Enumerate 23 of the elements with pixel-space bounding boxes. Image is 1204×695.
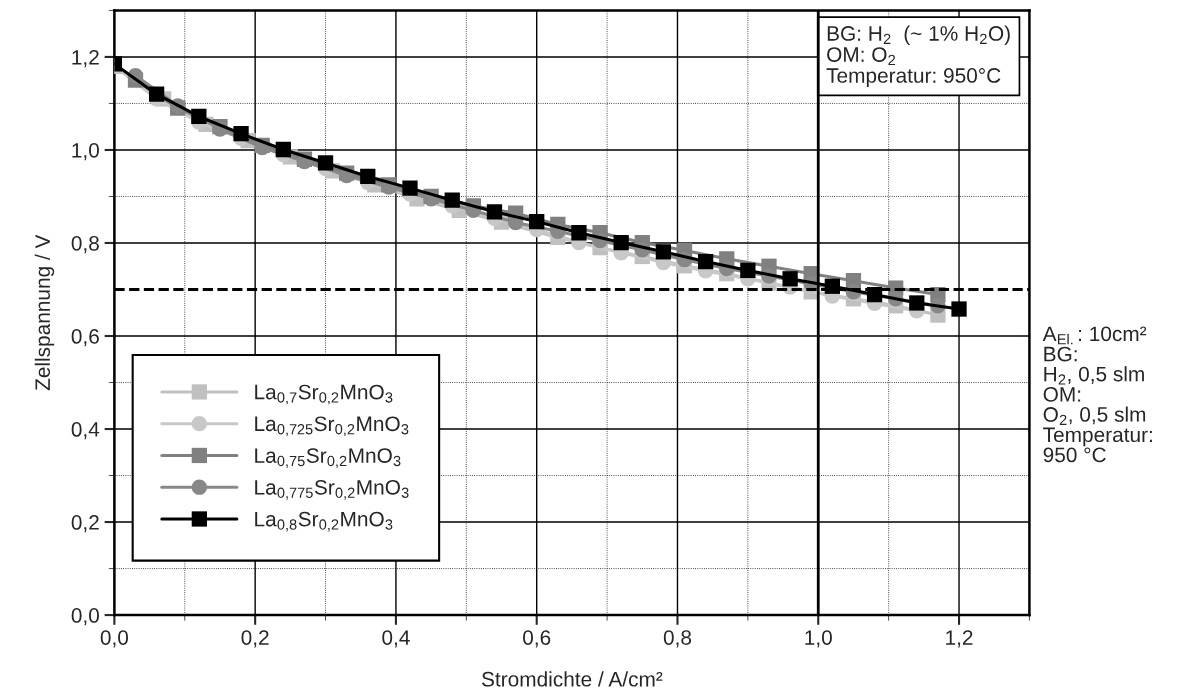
legend-label: La$_{0,7}$Sr$_{0,2}$MnO$_{3}$ bbox=[255, 384, 393, 405]
y-tick-label: 0,4 bbox=[71, 422, 100, 440]
x-tick-label: 0,0 bbox=[100, 630, 129, 648]
y-axis-title: Zellspannung / V bbox=[34, 234, 55, 391]
y-tick-label: 0,8 bbox=[71, 235, 99, 254]
y-tick-label: 1,2 bbox=[72, 49, 99, 68]
x-tick-label: 0,4 bbox=[382, 630, 410, 648]
y-tick-label: 1,0 bbox=[72, 142, 99, 161]
legend-label: La$_{0,8}$Sr$_{0,2}$MnO$_{3}$ bbox=[255, 511, 393, 532]
y-tick-label: 0,0 bbox=[71, 608, 99, 626]
x-tick-label: 1,0 bbox=[805, 630, 832, 648]
x-tick-label: 1,2 bbox=[946, 630, 973, 648]
x-tick-label: 0,8 bbox=[663, 630, 692, 648]
x-axis-title: Stromdichte / A/cm² bbox=[481, 671, 663, 687]
legend-label: La$_{0,775}$Sr$_{0,2}$MnO$_{3}$ bbox=[255, 479, 409, 500]
y-tick-label: 0,6 bbox=[71, 329, 99, 347]
x-tick-label: 0,6 bbox=[523, 630, 551, 648]
x-tick-label: 0,2 bbox=[241, 630, 269, 648]
legend-label: La$_{0,75}$Sr$_{0,2}$MnO$_{3}$ bbox=[255, 448, 401, 468]
text: A$_{El.}$: 10cm² BG: H$_{2}$, 0,5 slm OM: O$_{2}$, 0,5 slm Temperatur: 950 °C bbox=[1042, 326, 1152, 463]
y-tick-label: 0,2 bbox=[71, 515, 99, 533]
legend-label: La$_{0,725}$Sr$_{0,2}$MnO$_{3}$ bbox=[255, 416, 409, 437]
text: BG: H$_{2}$ (~ 1% H$_{2}$O) OM: O$_{2}$ Temperatur: 950°C bbox=[826, 25, 1010, 87]
